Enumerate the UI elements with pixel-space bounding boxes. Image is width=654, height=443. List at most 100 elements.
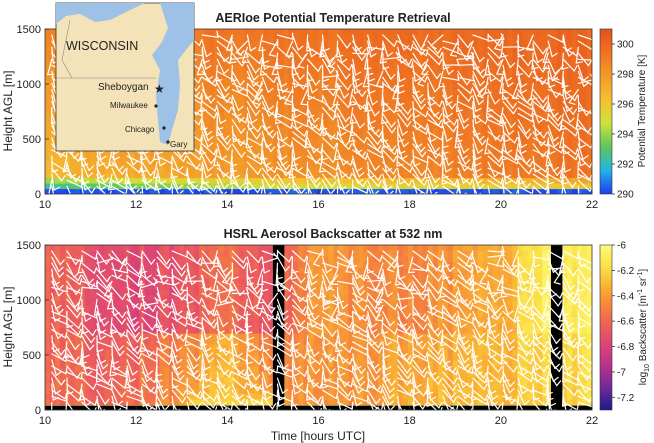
field-cell [462, 100, 469, 107]
wind-vector [367, 167, 379, 181]
wind-barb [381, 150, 384, 158]
field-cell [154, 155, 160, 162]
field-cell [452, 133, 459, 140]
wind-barb [240, 140, 246, 147]
field-cell [293, 95, 300, 102]
field-cell [49, 45, 56, 52]
wind-barb [462, 199, 467, 202]
wind-vector [367, 82, 384, 89]
field-cell [557, 73, 563, 80]
wind-barb [438, 119, 443, 127]
field-cell [552, 139, 558, 146]
field-cell [313, 56, 320, 63]
wind-vector [235, 40, 248, 54]
field-cell [283, 56, 290, 63]
wind-barb [198, 152, 206, 155]
field-cell [328, 161, 335, 168]
field-cell [343, 40, 349, 47]
field-cell [268, 106, 275, 113]
field-cell [427, 183, 434, 190]
wind-vector [397, 119, 403, 136]
field-cell [567, 84, 573, 91]
field-cell [333, 155, 339, 162]
wind-vector [322, 119, 324, 137]
field-cell [89, 161, 96, 168]
field-cell [552, 111, 558, 118]
field-cell [572, 84, 578, 91]
field-cell [422, 188, 429, 194]
field-cell [442, 177, 449, 184]
field-cell [482, 133, 489, 140]
field-cell [393, 117, 399, 124]
field-cell [268, 177, 275, 184]
field-cell [363, 34, 369, 41]
field-cell [219, 29, 225, 36]
wind-vector [307, 76, 313, 94]
wind-barb [390, 121, 396, 128]
wind-barb [284, 102, 292, 106]
wind-vector [397, 131, 405, 148]
field-cell [492, 67, 499, 74]
wind-vector [352, 100, 368, 111]
field-cell [368, 177, 374, 184]
field-cell [338, 73, 344, 80]
field-cell [194, 172, 200, 179]
field-cell [308, 56, 315, 63]
field-cell [373, 62, 379, 69]
field-cell [45, 29, 51, 36]
field-cell [577, 128, 583, 135]
field-cell [278, 62, 285, 69]
wind-vector [246, 52, 261, 65]
field-cell [422, 51, 429, 58]
wind-vector [397, 113, 408, 128]
wind-vector [367, 119, 376, 135]
wind-barb [290, 140, 293, 148]
field-cell [417, 34, 424, 41]
wind-barb [509, 62, 516, 69]
wind-vector [424, 161, 429, 179]
field-cell [268, 73, 275, 80]
field-cell [283, 183, 290, 190]
wind-vector [457, 185, 461, 194]
field-cell [45, 117, 51, 124]
wind-vector [352, 64, 354, 82]
field-cell [45, 155, 51, 162]
wind-vector [246, 149, 262, 160]
field-cell [293, 172, 300, 179]
wind-barb [216, 133, 224, 137]
field-cell [209, 29, 215, 36]
field-cell [587, 62, 592, 69]
field-cell [164, 172, 170, 179]
wind-barb [517, 48, 525, 52]
wind-barb [461, 155, 468, 160]
field-cell [507, 45, 514, 52]
field-cell [447, 155, 454, 162]
wind-vector [51, 94, 57, 112]
wind-vector [487, 88, 496, 105]
wind-barb [285, 170, 291, 177]
field-cell [204, 62, 210, 69]
wind-vector [382, 131, 385, 149]
field-cell [477, 51, 484, 58]
wind-vector [126, 185, 136, 194]
field-cell [522, 122, 528, 129]
field-cell [482, 40, 489, 47]
wind-vector [171, 167, 187, 177]
wind-vector [427, 119, 443, 129]
field-cell [243, 177, 250, 184]
field-cell [403, 89, 409, 96]
field-cell [378, 40, 384, 47]
field-cell [189, 172, 195, 179]
field-cell [343, 150, 349, 157]
wind-barb [255, 109, 261, 116]
field-cell [288, 177, 295, 184]
field-cell [482, 73, 489, 80]
field-cell [358, 117, 364, 124]
field-cell [228, 111, 235, 118]
wind-vector [337, 58, 350, 71]
field-cell [383, 161, 389, 168]
wind-vector [472, 46, 481, 63]
wind-vector [241, 46, 248, 63]
wind-vector [260, 143, 263, 161]
wind-vector [472, 58, 481, 75]
